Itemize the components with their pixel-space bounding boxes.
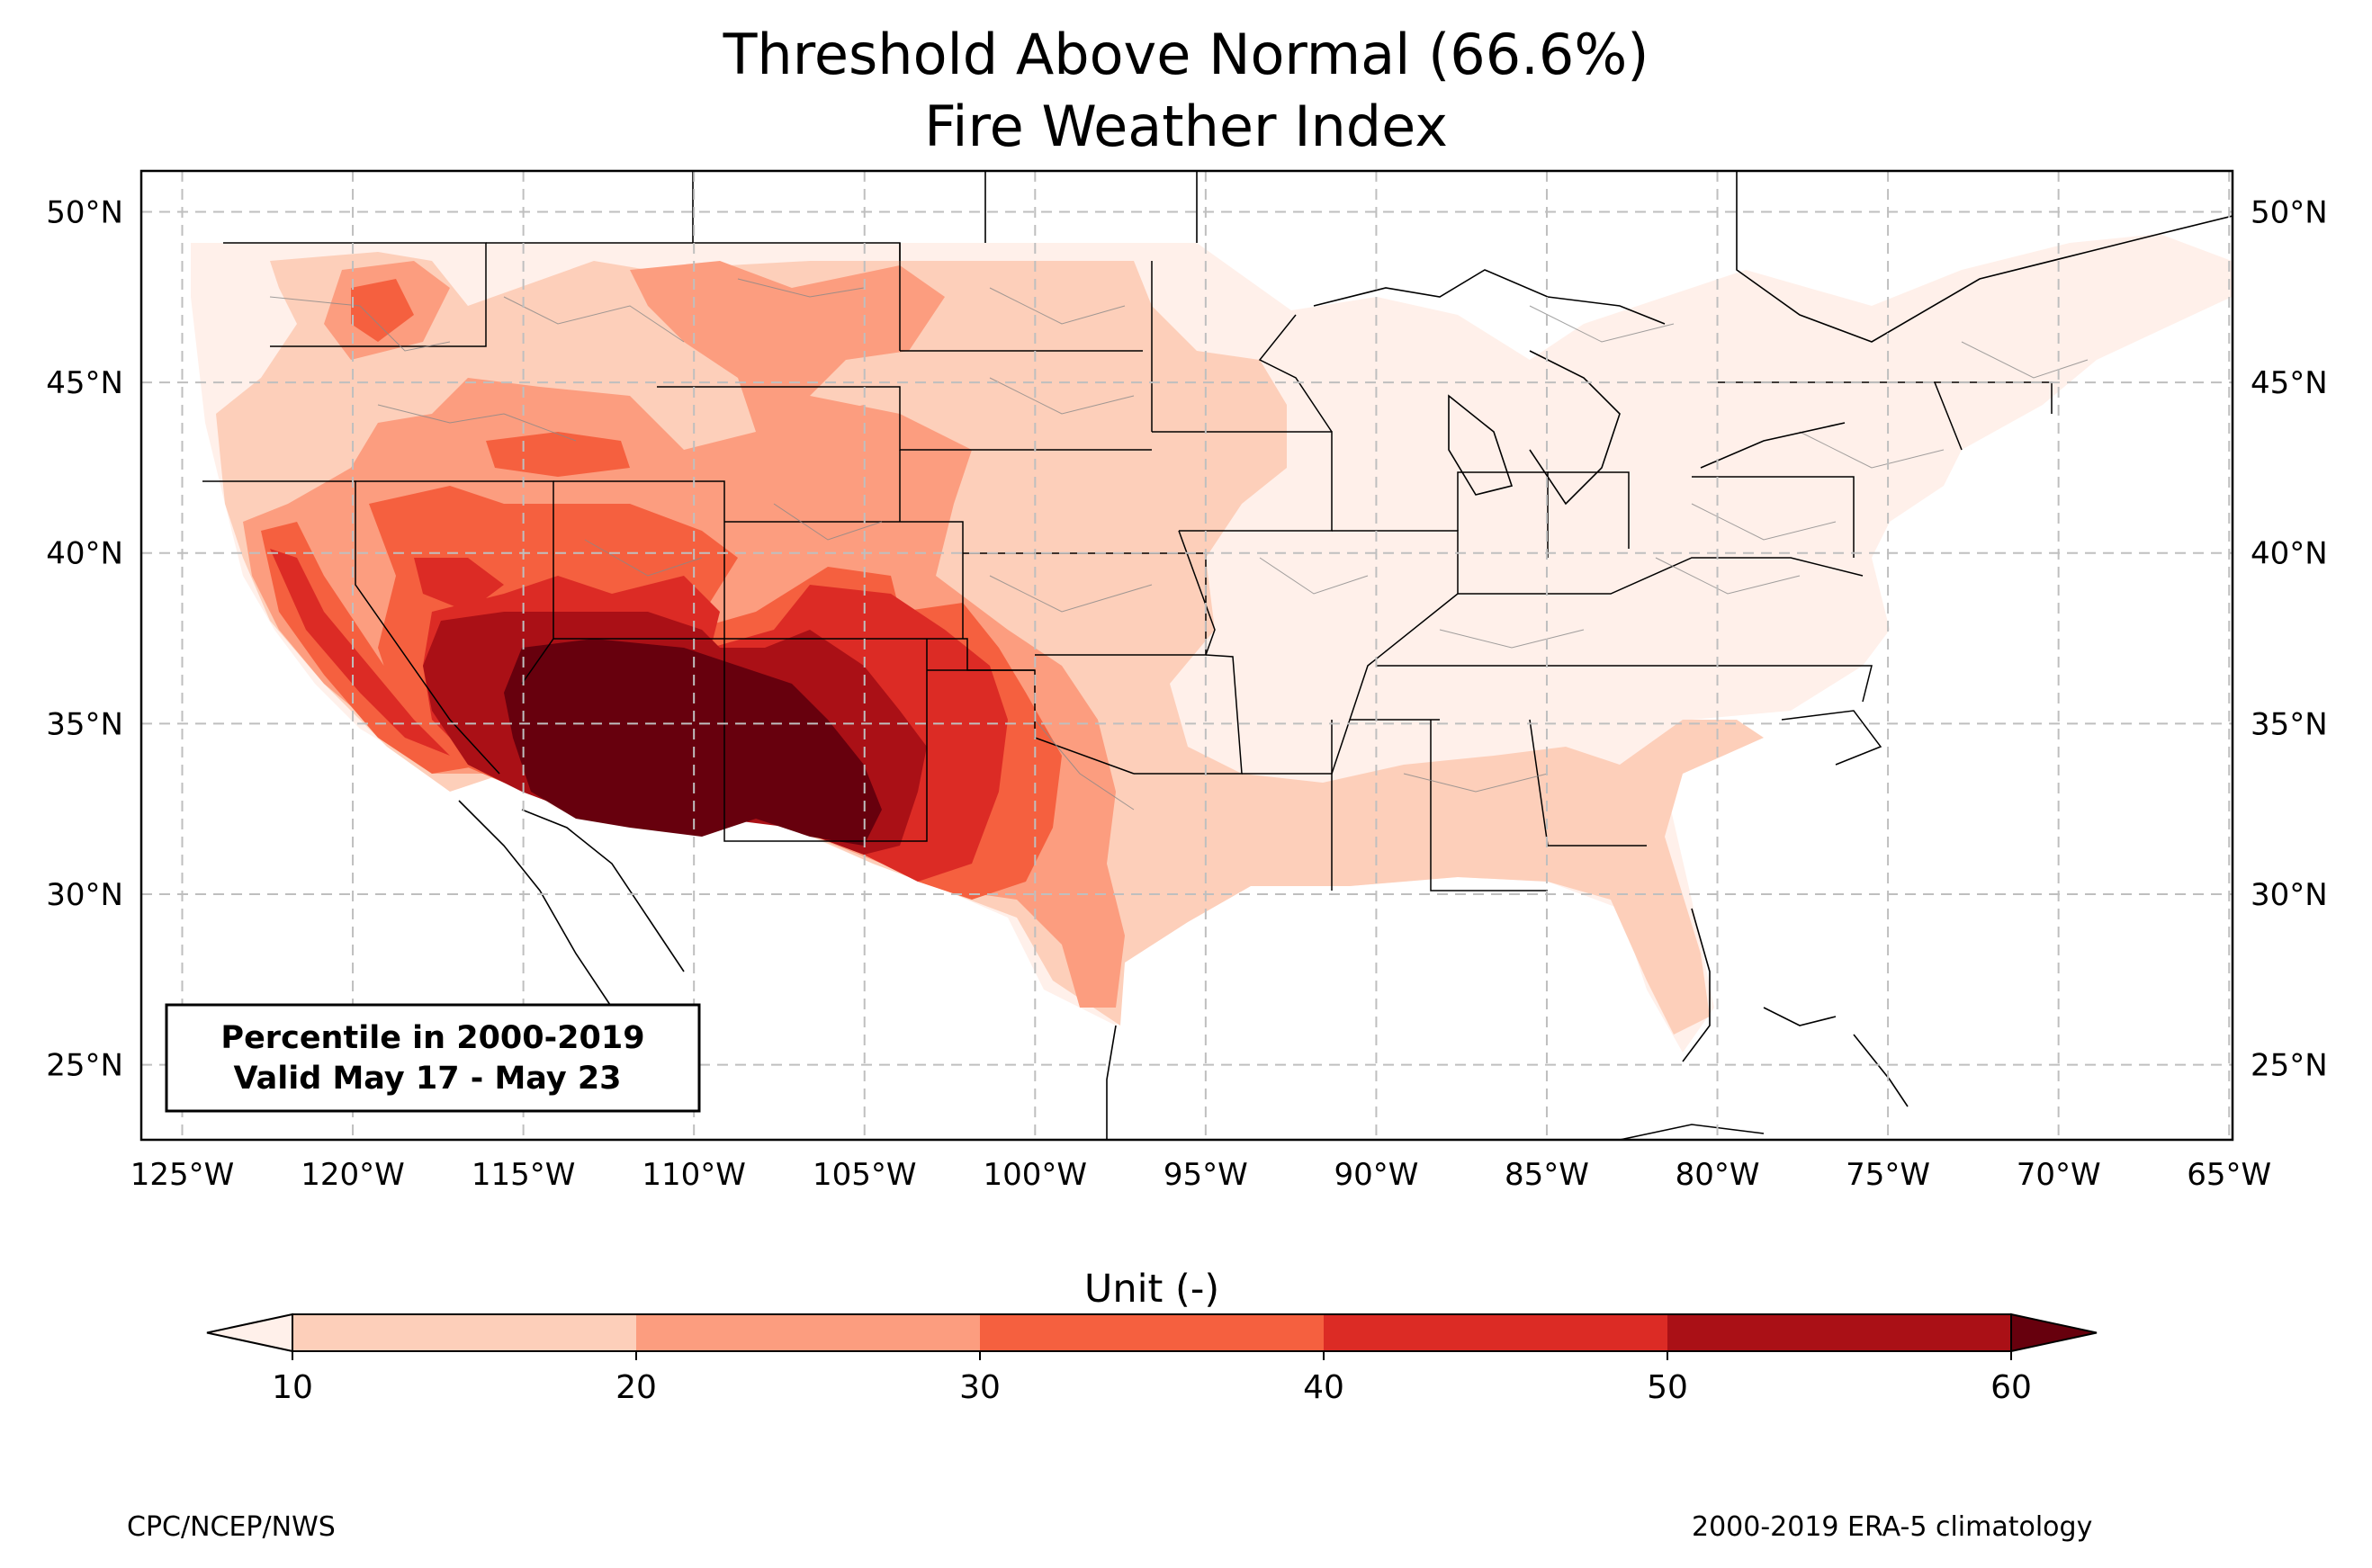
lon-tick-label: 105°W	[813, 1157, 917, 1193]
county-lines	[269, 278, 2089, 811]
colorbar-tick-label: 60	[1990, 1369, 2032, 1406]
lat-tick-label-left: 35°N	[46, 706, 123, 742]
lon-tick-label: 65°W	[2187, 1157, 2271, 1193]
lat-tick-label-right: 25°N	[2251, 1048, 2328, 1084]
lat-tick-label-left: 50°N	[46, 195, 123, 231]
info-box-line1: Percentile in 2000-2019	[220, 1020, 644, 1056]
colorbar-swatch	[636, 1314, 980, 1351]
map-frame	[139, 169, 2234, 1142]
lat-tick-label-left: 45°N	[46, 365, 123, 401]
colorbar-swatch	[292, 1314, 636, 1351]
lon-tick-label: 110°W	[642, 1157, 746, 1193]
axis-tick-labels: 50°N 50°N 45°N 45°N 40°N 40°N 35°N 35°N 30°N 30°N…	[46, 195, 2327, 1193]
lon-tick-label: 120°W	[301, 1157, 405, 1193]
colorbar-tick-label: 20	[615, 1369, 657, 1406]
lat-tick-label-right: 30°N	[2251, 877, 2328, 913]
colorbar-extend-low	[206, 1313, 293, 1353]
lon-tick-label: 95°W	[1164, 1157, 1248, 1193]
info-box: Percentile in 2000-2019 Valid May 17 - M…	[165, 1003, 701, 1113]
colorbar-swatch	[1324, 1314, 1667, 1351]
colorbar-swatch	[980, 1314, 1324, 1351]
map-title-line2: Fire Weather Index	[924, 94, 1448, 159]
lat-tick-label-right: 35°N	[2251, 706, 2328, 742]
lon-tick-label: 125°W	[130, 1157, 235, 1193]
footer-credit: CPC/NCEP/NWS	[127, 1511, 336, 1543]
lat-tick-label-left: 30°N	[46, 877, 123, 913]
colorbar-extend-high	[2010, 1313, 2098, 1353]
shade-above-60	[504, 639, 882, 846]
info-box-frame	[165, 1003, 701, 1113]
lon-tick-label: 70°W	[2017, 1157, 2101, 1193]
lon-tick-label: 90°W	[1334, 1157, 1418, 1193]
info-box-line2: Valid May 17 - May 23	[233, 1061, 621, 1097]
lon-tick-label: 75°W	[1846, 1157, 1930, 1193]
colorbar-tick-label: 30	[959, 1369, 1001, 1406]
colorbar-frame	[292, 1313, 2012, 1352]
lon-tick-label: 80°W	[1676, 1157, 1760, 1193]
lon-tick-label: 115°W	[472, 1157, 576, 1193]
lon-tick-label: 100°W	[984, 1157, 1088, 1193]
map-plot-area	[141, 171, 2233, 1140]
lon-tick-label: 85°W	[1505, 1157, 1589, 1193]
colorbar-tick-label: 50	[1647, 1369, 1688, 1406]
colorbar-label: Unit (-)	[1084, 1267, 1219, 1312]
colorbar-swatches	[206, 1313, 2098, 1353]
lat-tick-label-right: 45°N	[2251, 365, 2328, 401]
footer-climatology: 2000-2019 ERA-5 climatology	[1692, 1511, 2093, 1543]
colorbar-swatch	[1667, 1314, 2011, 1351]
map-title-line1: Threshold Above Normal (66.6%)	[723, 22, 1649, 87]
lat-tick-label-right: 40°N	[2251, 536, 2328, 572]
colorbar-tick-label: 40	[1303, 1369, 1344, 1406]
colorbar-tick-label: 10	[272, 1369, 313, 1406]
lat-tick-label-right: 50°N	[2251, 195, 2328, 231]
lat-tick-label-left: 25°N	[46, 1048, 123, 1084]
colorbar-ticks: 10 20 30 40 50 60	[272, 1351, 2032, 1406]
lat-tick-label-left: 40°N	[46, 536, 123, 572]
